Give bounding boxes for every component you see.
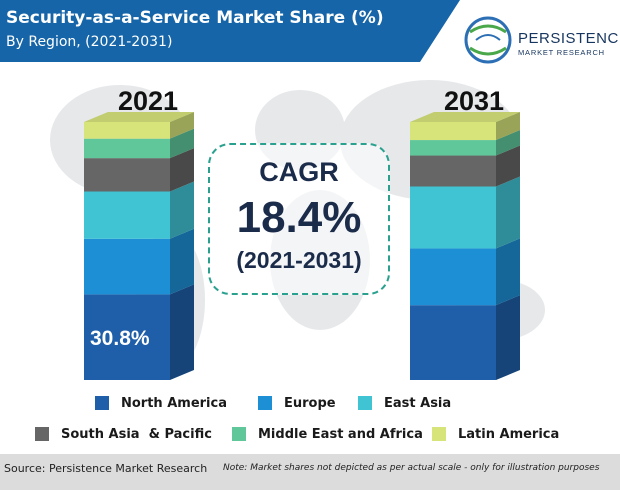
- legend-label: Europe: [284, 395, 336, 411]
- legend-swatch: [358, 396, 372, 410]
- bar-segment-east-asia-2031: [410, 186, 496, 249]
- legend-label: North America: [121, 395, 227, 411]
- bar-side-middle-east-and-africa-2021: [170, 128, 194, 159]
- data-label-north-america-2021: 30.8%: [90, 327, 150, 350]
- bar-segment-europe-2021: [84, 238, 170, 295]
- legend-item-europe: Europe: [258, 394, 336, 412]
- bar-side-latin-america-2031: [496, 112, 520, 141]
- legend-item-north-america: North America: [95, 394, 227, 412]
- bar-side-south-asia-pacific-2031: [496, 145, 520, 187]
- category-label-2021: 2021: [117, 86, 179, 116]
- legend-swatch: [232, 427, 246, 441]
- legend-item-latin-america: Latin America: [432, 425, 559, 443]
- bar-top-2021: [84, 112, 194, 122]
- bar-segment-east-asia-2021: [84, 191, 170, 239]
- bar-side-north-america-2031: [496, 295, 520, 380]
- bar-segment-latin-america-2031: [410, 122, 496, 141]
- legend-label: East Asia: [384, 395, 452, 411]
- legend-label: Latin America: [458, 426, 560, 442]
- cagr-label: CAGR: [259, 157, 339, 187]
- bar-segment-north-america-2031: [410, 305, 496, 380]
- chart-title: Security-as-a-Service Market Share (%): [6, 8, 384, 28]
- legend-swatch: [258, 396, 272, 410]
- bar-side-latin-america-2021: [170, 112, 194, 139]
- header-banner: [0, 0, 460, 62]
- legend-swatch: [95, 396, 109, 410]
- logo-wordmark: PERSISTENCE: [518, 30, 620, 47]
- legend-item-middle-east-africa: Middle East and Africa: [232, 425, 423, 443]
- bar-side-middle-east-and-africa-2031: [496, 130, 520, 156]
- globe-swirl-icon: [464, 16, 512, 64]
- bar-side-east-asia-2031: [496, 176, 520, 249]
- company-logo: PERSISTENCE MARKET RESEARCH: [462, 10, 620, 68]
- footer: Source: Persistence Market Research Note…: [0, 454, 620, 490]
- legend-label: Middle East and Africa: [258, 426, 423, 442]
- logo-tagline: MARKET RESEARCH: [518, 48, 605, 57]
- bar-segment-south-asia-pacific-2021: [84, 158, 170, 192]
- bar-side-north-america-2021: [170, 284, 194, 380]
- bar-side-south-asia-pacific-2021: [170, 148, 194, 192]
- source-note: Source: Persistence Market Research: [4, 462, 208, 475]
- bar-segment-south-asia-pacific-2031: [410, 155, 496, 187]
- bar-side-east-asia-2021: [170, 181, 194, 239]
- bar-segment-middle-east-and-africa-2031: [410, 140, 496, 156]
- scale-disclaimer: Note: Market shares not depicted as per …: [223, 463, 600, 473]
- legend-label: South Asia & Pacific: [61, 426, 212, 442]
- legend-item-south-asia-pacific: South Asia & Pacific: [35, 425, 212, 443]
- bar-side-europe-2021: [170, 228, 194, 295]
- bar-segment-middle-east-and-africa-2021: [84, 138, 170, 159]
- bar-segment-europe-2031: [410, 248, 496, 306]
- cagr-value: 18.4%: [236, 193, 362, 242]
- cagr-period: (2021-2031): [236, 247, 362, 273]
- legend-swatch: [432, 427, 446, 441]
- bar-side-europe-2031: [496, 238, 520, 306]
- bar-segment-latin-america-2021: [84, 122, 170, 139]
- chart-subtitle: By Region, (2021-2031): [6, 34, 173, 50]
- cagr-callout: CAGR 18.4% (2021-2031): [208, 143, 390, 295]
- category-label-2031: 2031: [443, 86, 505, 116]
- bar-segment-north-america-2021: [84, 294, 170, 380]
- legend-swatch: [35, 427, 49, 441]
- bar-top-2031: [410, 112, 520, 122]
- legend-item-east-asia: East Asia: [358, 394, 451, 412]
